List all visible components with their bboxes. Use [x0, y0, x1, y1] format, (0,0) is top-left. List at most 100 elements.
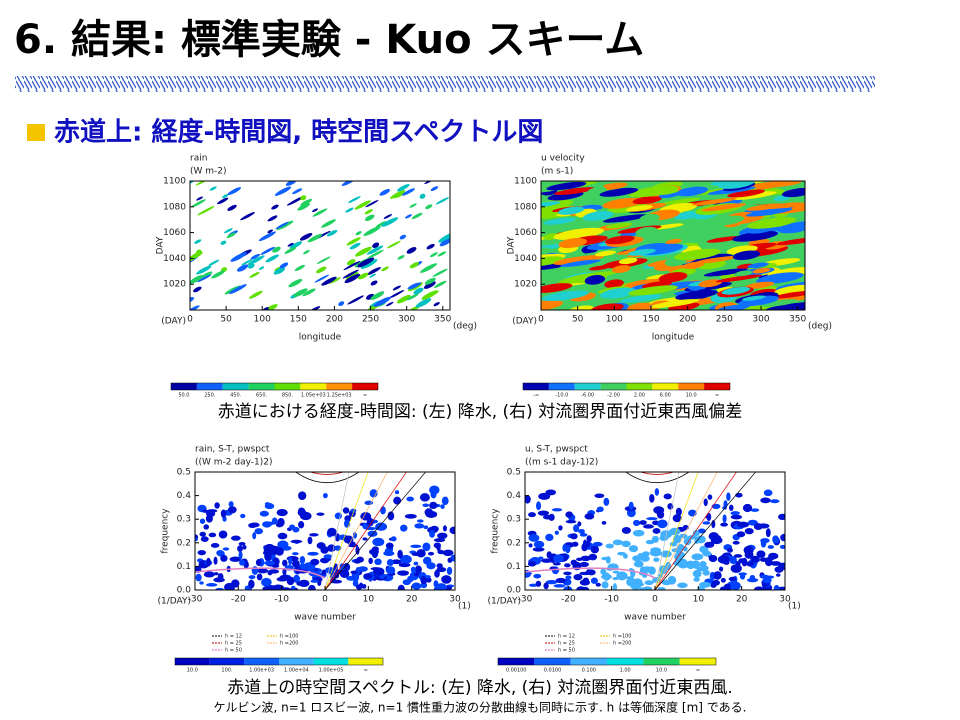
field-blob [363, 226, 381, 237]
field-blob [639, 520, 647, 525]
field-blob [344, 273, 361, 284]
field-blob [538, 492, 551, 500]
field-blob [277, 540, 289, 549]
field-blob [420, 582, 428, 589]
field-blob [290, 539, 303, 544]
field-blob [436, 563, 443, 569]
plot-area [195, 472, 455, 590]
field-blob [316, 256, 331, 264]
field-blob [191, 199, 206, 208]
field-blob [532, 547, 545, 552]
field-blob [413, 561, 419, 566]
field-blob [543, 217, 576, 225]
legend-label: h = 25 [225, 641, 242, 647]
field-blob [290, 585, 296, 590]
field-blob [369, 273, 376, 278]
field-blob [737, 521, 750, 528]
colorbar-swatch [279, 658, 314, 665]
field-blob [208, 259, 220, 266]
field-blob [194, 239, 202, 244]
field-blob [240, 513, 246, 519]
colorbar-label: 1.00e+04 [284, 668, 309, 674]
colorbar-swatch [678, 383, 705, 390]
field-blob [252, 532, 257, 540]
field-blob [661, 197, 701, 205]
field-blob [447, 557, 453, 563]
field-blob [436, 566, 447, 573]
y-unit: (DAY) [161, 317, 186, 327]
field-blob [546, 181, 587, 191]
field-blob [364, 500, 374, 505]
colorbar-swatch [626, 383, 653, 390]
colorbar-swatch [209, 658, 245, 665]
field-blob [430, 290, 439, 296]
colorbar-frame [174, 657, 384, 666]
field-blob [272, 584, 285, 590]
field-blob [657, 519, 668, 529]
colorbar-swatch [313, 658, 349, 665]
field-blob [442, 525, 447, 532]
field-blob [323, 554, 333, 559]
colorbar-label: 250. [204, 393, 216, 399]
field-blob [537, 510, 550, 516]
y-tick-label: 1100 [514, 177, 537, 187]
field-blob [602, 197, 644, 209]
field-blob [275, 522, 284, 528]
field-blob [642, 566, 652, 573]
field-blob [227, 204, 237, 211]
field-blob [553, 227, 605, 240]
field-blob [349, 242, 361, 250]
colorbar-swatch [607, 658, 644, 665]
field-blob [715, 274, 762, 283]
field-blob [594, 250, 617, 257]
field-blob [554, 530, 559, 535]
field-blob [291, 552, 299, 556]
field-blob [357, 257, 375, 268]
field-blob [429, 485, 440, 495]
field-blob [276, 220, 294, 231]
x-tick-label: 0 [538, 315, 544, 325]
field-blob [279, 262, 289, 269]
field-blob [330, 579, 342, 584]
field-blob [310, 579, 319, 583]
field-blob [529, 583, 538, 587]
field-blob [199, 518, 206, 524]
field-blob [747, 262, 769, 269]
field-blob [449, 526, 455, 535]
field-blob [355, 246, 372, 257]
field-blob [230, 252, 248, 262]
dispersion-curve [654, 472, 680, 590]
field-blob [604, 279, 624, 289]
field-blob [762, 577, 772, 584]
colorbar-label: 50.0 [178, 393, 189, 399]
field-blob [417, 519, 424, 523]
field-blob [375, 221, 387, 228]
legend-label: h = 50 [558, 648, 575, 654]
field-blob [559, 259, 601, 267]
field-blob [708, 554, 718, 563]
field-blob [702, 569, 710, 576]
x-unit: (1) [458, 602, 471, 612]
field-blob [373, 567, 385, 576]
x-tick-label: 300 [398, 315, 415, 325]
colorbar-frame [522, 382, 731, 391]
y-axis-label: DAY [507, 236, 517, 254]
y-axis-label: frequency [161, 508, 171, 554]
field-blob [603, 214, 649, 223]
field-blob [628, 501, 634, 511]
field-blob [601, 581, 609, 589]
x-tick-label: 50 [572, 315, 584, 325]
field-blob [392, 285, 402, 291]
field-blob [573, 524, 580, 533]
field-blob [368, 557, 373, 564]
field-blob [607, 202, 647, 213]
colorbar-frame [497, 657, 717, 666]
panel-units: ((m s-1 day-1)2) [525, 458, 598, 468]
field-blob [327, 527, 337, 537]
colorbar-label: ∞ [715, 393, 719, 399]
field-blob [238, 541, 246, 546]
field-blob [533, 540, 545, 548]
field-blob [222, 547, 230, 551]
field-blob [211, 270, 225, 279]
x-tick-label: 300 [752, 315, 769, 325]
